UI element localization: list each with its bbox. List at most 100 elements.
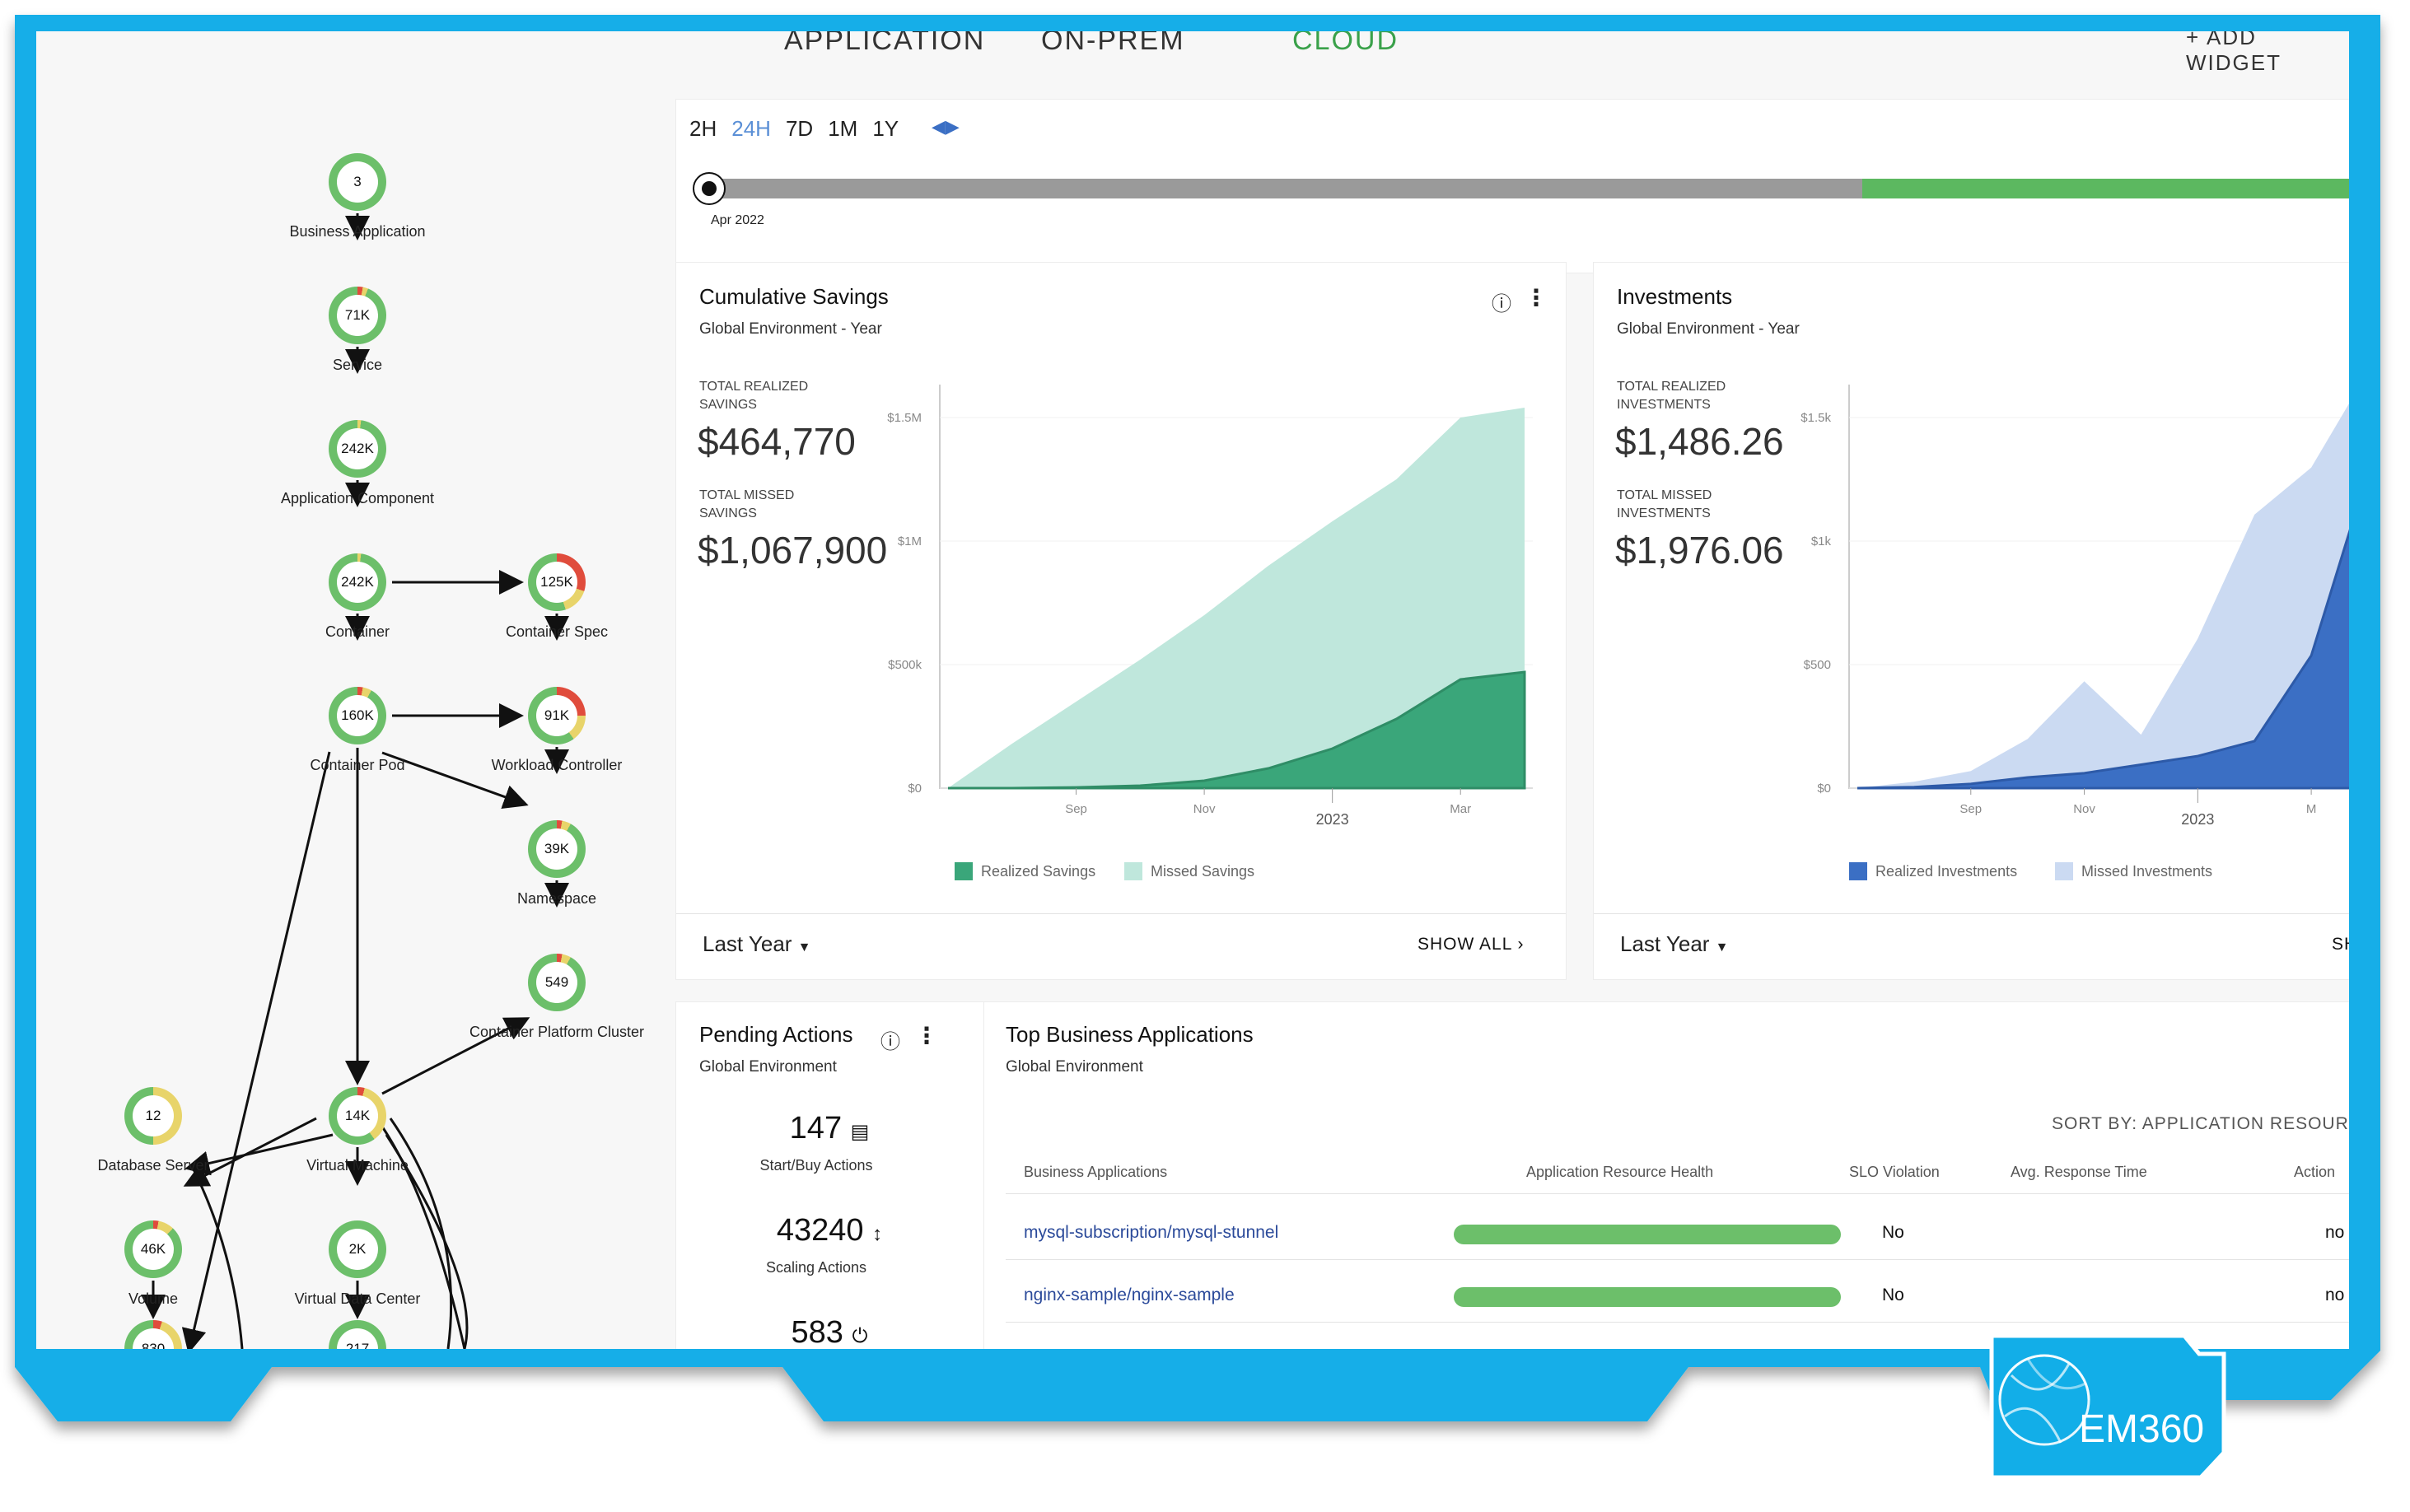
node-count: 830 — [133, 1328, 174, 1349]
pending-actions-card: Pending Actions Global Environment ⓘ ⋮ 1… — [675, 1001, 993, 1349]
legend-missed-savings[interactable]: Missed Savings — [1124, 862, 1254, 880]
timeline-card: 2H 24H 7D 1M 1Y ◀▶ Apr 2022 — [675, 99, 2349, 273]
slo-value: No — [1882, 1223, 1904, 1242]
range-1y[interactable]: 1Y — [872, 116, 899, 141]
y-tick-label: $500 — [1804, 658, 1831, 672]
period-dropdown[interactable]: Last Year ▼ — [1620, 931, 1729, 956]
node-label: Namespace — [516, 890, 597, 907]
edge — [389, 1118, 453, 1349]
node-label: Container Pod — [310, 757, 405, 773]
header-divider — [1006, 1193, 2349, 1194]
node-count: 2K — [337, 1229, 378, 1270]
node-count: 549 — [536, 962, 577, 1003]
area-missed-savings[interactable] — [948, 408, 1525, 788]
node-label: Container Spec — [505, 623, 609, 640]
node-container-pod[interactable]: 160K — [329, 687, 386, 744]
node-label: Service — [332, 357, 383, 373]
range-7d[interactable]: 7D — [785, 116, 814, 141]
node-count: 242K — [337, 428, 378, 469]
node-count: 14K — [337, 1095, 378, 1136]
y-tick-label: $0 — [1817, 782, 1831, 796]
area-realized-investments[interactable] — [1857, 472, 2349, 790]
node-virtual-data-center[interactable]: 2K — [329, 1220, 386, 1278]
card-title: Top Business Applications — [1006, 1022, 1254, 1047]
col-business-applications[interactable]: Business Applications — [1024, 1164, 1168, 1180]
start-buy-count[interactable]: 147 ▤ — [789, 1111, 870, 1146]
chevron-down-icon: ▼ — [797, 940, 811, 954]
node-volume[interactable]: 46K — [124, 1220, 182, 1278]
card-subtitle: Global Environment — [1006, 1058, 1143, 1076]
kpi-realized-label: TOTAL REALIZED SAVINGS — [699, 380, 809, 412]
y-tick-label: $500k — [888, 658, 922, 672]
legend-missed-investments[interactable]: Missed Investments — [2055, 862, 2212, 880]
node-label: Virtual Data Center — [294, 1290, 421, 1307]
tab-on-prem[interactable]: ON-PREM — [1041, 31, 1185, 56]
node-workload-controller[interactable]: 91K — [528, 687, 586, 744]
more-options-icon[interactable]: ⋮ — [915, 1023, 938, 1048]
chevron-down-icon: ▼ — [1715, 940, 1729, 954]
col-slo-violation[interactable]: SLO Violation — [1849, 1164, 1940, 1180]
range-2h[interactable]: 2H — [689, 116, 717, 141]
node-label: Volume — [128, 1290, 179, 1307]
node-virtual-machine[interactable]: 14K — [329, 1087, 386, 1145]
action-value[interactable]: no actio — [2325, 1286, 2349, 1304]
timeline-handle[interactable] — [693, 172, 726, 205]
savings-area-chart: $0 $500k $1M $1.5M Sep Nov 2023 Mar — [887, 385, 1533, 828]
card-title: Investments — [1617, 284, 1733, 309]
time-range-selector: 2H 24H 7D 1M 1Y — [689, 116, 899, 142]
x-tick-label: 2023 — [1316, 811, 1349, 828]
scaling-count[interactable]: 43240 ↕ — [776, 1213, 883, 1248]
area-missed-investments[interactable] — [1857, 371, 2349, 788]
y-tick-label: $1M — [898, 534, 922, 548]
action-value[interactable]: no actio — [2325, 1223, 2349, 1242]
app-name-link[interactable]: nginx-sample/nginx-sample — [1024, 1286, 1235, 1304]
node-label: Business Application — [289, 223, 426, 240]
help-icon[interactable]: ⓘ — [880, 1031, 900, 1053]
y-tick-label: $1.5k — [1800, 411, 1831, 425]
more-options-icon[interactable]: ⋮ — [1525, 285, 1548, 310]
range-24h[interactable]: 24H — [731, 116, 771, 141]
watermark-text: EM360 — [2079, 1407, 2205, 1451]
kpi-realized-label: TOTAL REALIZED INVESTMENTS — [1617, 380, 1726, 412]
show-all-link[interactable]: SHOW ALL › — [1418, 935, 1525, 954]
row-divider — [1006, 1322, 2349, 1323]
legend-realized-savings[interactable]: Realized Savings — [955, 862, 1095, 880]
period-dropdown[interactable]: Last Year ▼ — [703, 931, 811, 956]
node-application-component[interactable]: 242K — [329, 420, 386, 478]
node-database-server[interactable]: 12 — [124, 1087, 182, 1145]
tab-application[interactable]: APPLICATION — [784, 31, 986, 56]
app-name-link[interactable]: mysql-subscription/mysql-stunnel — [1024, 1223, 1279, 1242]
power-count[interactable]: 583 ⏻ — [791, 1315, 868, 1349]
node-namespace[interactable]: 39K — [528, 820, 586, 878]
node-label: Application Component — [280, 490, 435, 506]
node-service[interactable]: 71K — [329, 287, 386, 344]
server-icon: ▤ — [850, 1121, 870, 1143]
health-bar — [1454, 1287, 1841, 1307]
x-tick-label: Sep — [1065, 802, 1087, 816]
edge — [183, 1117, 317, 1187]
tab-cloud[interactable]: CLOUD — [1292, 31, 1399, 56]
node-count: 46K — [133, 1229, 174, 1270]
col-resource-health[interactable]: Application Resource Health — [1526, 1164, 1714, 1180]
range-1m[interactable]: 1M — [828, 116, 858, 141]
help-icon[interactable]: ⓘ — [1492, 293, 1511, 315]
node-container[interactable]: 242K — [329, 553, 386, 611]
action-value[interactable]: no actio — [2325, 1348, 2349, 1349]
legend-realized-investments[interactable]: Realized Investments — [1849, 862, 2017, 880]
node-business-application[interactable]: 3 — [329, 153, 386, 211]
node-container-spec[interactable]: 125K — [528, 553, 586, 611]
node-partial-1[interactable]: 830 — [124, 1320, 182, 1349]
col-avg-response-time[interactable]: Avg. Response Time — [2011, 1164, 2147, 1180]
show-all-link[interactable]: SH — [2332, 935, 2349, 954]
x-tick-label: Nov — [1193, 802, 1216, 816]
area-realized-savings[interactable] — [948, 670, 1526, 790]
y-tick-label: $1.5M — [887, 411, 922, 425]
col-actions[interactable]: Action — [2294, 1164, 2336, 1180]
app-name-link[interactable]: devtech/bootstrap-idp-developers — [1024, 1348, 1281, 1349]
edge — [181, 751, 331, 1349]
sort-by-dropdown[interactable]: SORT BY: APPLICATION RESOURCE H — [2052, 1114, 2349, 1133]
node-container-platform-cluster[interactable]: 549 — [528, 954, 586, 1011]
edge — [381, 751, 529, 809]
range-scroll-icon[interactable]: ◀▶ — [932, 116, 960, 137]
add-widget-button[interactable]: + ADD WIDGET — [2186, 31, 2282, 75]
